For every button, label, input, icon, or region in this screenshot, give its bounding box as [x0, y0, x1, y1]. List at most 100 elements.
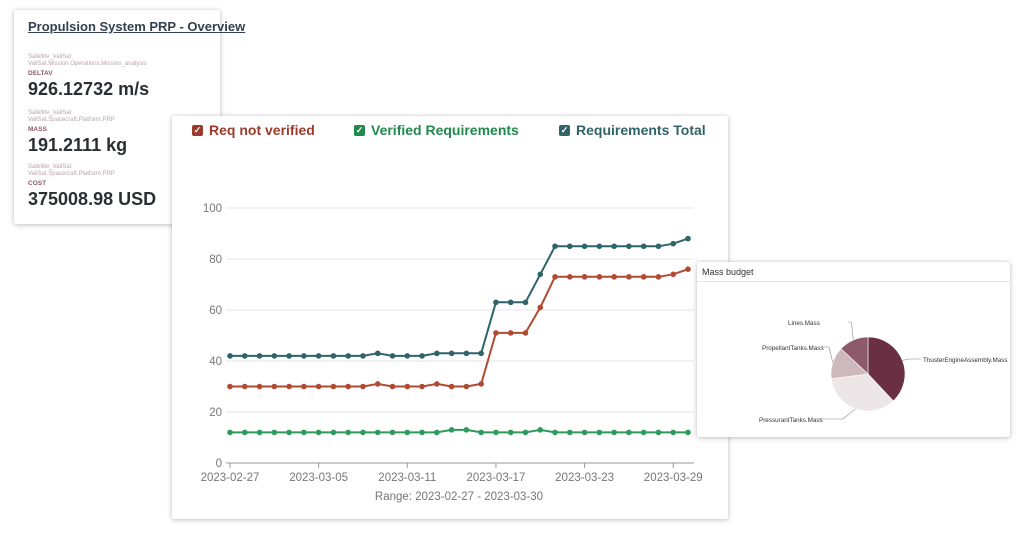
- data-point-requirements-total[interactable]: [522, 299, 529, 306]
- data-point-requirements-total[interactable]: [434, 350, 440, 357]
- data-point-req-not-verified[interactable]: [271, 383, 278, 390]
- data-point-requirements-total[interactable]: [552, 243, 558, 250]
- data-point-verified-requirements[interactable]: [611, 429, 617, 436]
- data-point-verified-requirements[interactable]: [374, 429, 381, 436]
- data-point-req-not-verified[interactable]: [522, 330, 529, 336]
- data-point-requirements-total[interactable]: [256, 353, 263, 359]
- data-point-verified-requirements[interactable]: [463, 427, 470, 433]
- data-point-verified-requirements[interactable]: [330, 429, 337, 436]
- data-point-req-not-verified[interactable]: [670, 271, 677, 278]
- data-point-req-not-verified[interactable]: [626, 274, 632, 280]
- data-point-req-not-verified[interactable]: [685, 266, 691, 272]
- data-point-verified-requirements[interactable]: [360, 429, 366, 436]
- data-point-requirements-total[interactable]: [360, 353, 366, 359]
- data-point-requirements-total[interactable]: [626, 243, 632, 250]
- data-point-verified-requirements[interactable]: [596, 429, 603, 436]
- data-point-verified-requirements[interactable]: [655, 429, 662, 436]
- data-point-verified-requirements[interactable]: [478, 429, 484, 436]
- data-point-req-not-verified[interactable]: [596, 274, 603, 280]
- data-point-verified-requirements[interactable]: [493, 429, 499, 436]
- data-point-verified-requirements[interactable]: [552, 429, 558, 436]
- data-point-verified-requirements[interactable]: [537, 427, 544, 433]
- data-point-requirements-total[interactable]: [611, 243, 617, 250]
- data-point-req-not-verified[interactable]: [463, 383, 470, 390]
- data-point-req-not-verified[interactable]: [360, 383, 366, 390]
- data-point-req-not-verified[interactable]: [567, 274, 573, 280]
- legend-item-req-not-verified[interactable]: ✓ Req not verified: [192, 122, 315, 138]
- data-point-req-not-verified[interactable]: [655, 274, 662, 280]
- data-point-verified-requirements[interactable]: [227, 429, 233, 436]
- data-point-requirements-total[interactable]: [345, 353, 351, 359]
- data-point-verified-requirements[interactable]: [271, 429, 278, 436]
- data-point-req-not-verified[interactable]: [419, 383, 425, 390]
- data-point-req-not-verified[interactable]: [345, 383, 351, 390]
- data-point-req-not-verified[interactable]: [301, 383, 307, 390]
- data-point-requirements-total[interactable]: [404, 353, 411, 359]
- data-point-requirements-total[interactable]: [448, 350, 455, 357]
- checkbox-icon[interactable]: ✓: [354, 124, 365, 136]
- data-point-requirements-total[interactable]: [330, 353, 337, 359]
- data-point-verified-requirements[interactable]: [670, 429, 677, 436]
- data-point-req-not-verified[interactable]: [611, 274, 617, 280]
- data-point-verified-requirements[interactable]: [522, 429, 529, 436]
- data-point-req-not-verified[interactable]: [286, 383, 292, 390]
- data-point-req-not-verified[interactable]: [241, 383, 248, 390]
- data-point-verified-requirements[interactable]: [448, 427, 455, 433]
- data-point-verified-requirements[interactable]: [626, 429, 632, 436]
- data-point-requirements-total[interactable]: [685, 235, 691, 242]
- data-point-verified-requirements[interactable]: [434, 429, 440, 436]
- data-point-req-not-verified[interactable]: [330, 383, 337, 390]
- pie-slice-pressuranttanks-mass[interactable]: [830, 373, 894, 412]
- data-point-verified-requirements[interactable]: [404, 429, 411, 436]
- data-point-req-not-verified[interactable]: [493, 330, 499, 336]
- data-point-requirements-total[interactable]: [419, 353, 425, 359]
- overview-title[interactable]: Propulsion System PRP - Overview: [28, 19, 246, 34]
- data-point-verified-requirements[interactable]: [241, 429, 248, 436]
- data-point-verified-requirements[interactable]: [345, 429, 351, 436]
- data-point-req-not-verified[interactable]: [507, 330, 514, 336]
- data-point-requirements-total[interactable]: [227, 353, 233, 359]
- data-point-requirements-total[interactable]: [478, 350, 484, 357]
- data-point-requirements-total[interactable]: [537, 271, 544, 278]
- data-point-requirements-total[interactable]: [301, 353, 307, 359]
- data-point-req-not-verified[interactable]: [552, 274, 558, 280]
- data-point-verified-requirements[interactable]: [685, 429, 691, 436]
- data-point-requirements-total[interactable]: [389, 353, 396, 359]
- data-point-verified-requirements[interactable]: [507, 429, 514, 436]
- data-point-requirements-total[interactable]: [374, 350, 381, 357]
- data-point-requirements-total[interactable]: [581, 243, 588, 250]
- data-point-requirements-total[interactable]: [640, 243, 647, 250]
- data-point-requirements-total[interactable]: [655, 243, 662, 250]
- data-point-req-not-verified[interactable]: [640, 274, 647, 280]
- data-point-req-not-verified[interactable]: [227, 383, 233, 390]
- data-point-verified-requirements[interactable]: [301, 429, 307, 436]
- data-point-req-not-verified[interactable]: [256, 383, 263, 390]
- data-point-verified-requirements[interactable]: [315, 429, 322, 436]
- data-point-req-not-verified[interactable]: [374, 381, 381, 387]
- checkbox-icon[interactable]: ✓: [192, 124, 203, 136]
- data-point-req-not-verified[interactable]: [434, 381, 440, 387]
- data-point-req-not-verified[interactable]: [478, 381, 484, 387]
- data-point-requirements-total[interactable]: [463, 350, 470, 357]
- data-point-req-not-verified[interactable]: [389, 383, 396, 390]
- data-point-requirements-total[interactable]: [507, 299, 514, 306]
- data-point-requirements-total[interactable]: [241, 353, 248, 359]
- data-point-req-not-verified[interactable]: [448, 383, 455, 390]
- data-point-requirements-total[interactable]: [567, 243, 573, 250]
- data-point-req-not-verified[interactable]: [315, 383, 322, 390]
- data-point-requirements-total[interactable]: [315, 353, 322, 359]
- checkbox-icon[interactable]: ✓: [559, 124, 570, 136]
- data-point-requirements-total[interactable]: [670, 240, 677, 247]
- data-point-requirements-total[interactable]: [286, 353, 292, 359]
- data-point-req-not-verified[interactable]: [404, 383, 411, 390]
- data-point-requirements-total[interactable]: [271, 353, 278, 359]
- data-point-requirements-total[interactable]: [493, 299, 499, 306]
- data-point-verified-requirements[interactable]: [640, 429, 647, 436]
- pie-slice-lines-mass[interactable]: [840, 336, 869, 375]
- data-point-verified-requirements[interactable]: [286, 429, 292, 436]
- data-point-verified-requirements[interactable]: [389, 429, 396, 436]
- legend-item-requirements-total[interactable]: ✓ Requirements Total: [559, 122, 706, 138]
- data-point-verified-requirements[interactable]: [581, 429, 588, 436]
- legend-item-verified-requirements[interactable]: ✓ Verified Requirements: [354, 122, 519, 138]
- data-point-requirements-total[interactable]: [596, 243, 603, 250]
